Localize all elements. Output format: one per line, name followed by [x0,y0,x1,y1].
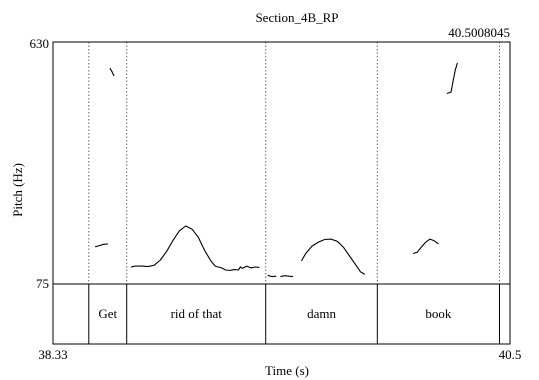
pitch-contour-4 [280,275,294,278]
chart-title: Section_4B_RP [255,10,338,25]
pitch-contour-0 [94,243,108,248]
interval-label-3[interactable]: damn [307,306,336,321]
x-cursor-label: 40.5008045 [448,25,510,40]
plot-frame [52,41,511,285]
interval-label-4[interactable]: book [425,306,452,321]
pitch-contour-3 [267,274,277,278]
x-end-label: 40.5 [499,347,522,362]
pitch-contour-1 [109,67,115,77]
pitch-contour-2 [130,225,260,272]
interval-label-2[interactable]: rid of that [171,306,223,321]
pitch-contour-6 [412,238,439,255]
pitch-contour-7 [446,62,458,95]
pitch-contour-5 [301,238,365,275]
y-bottom-label: 75 [36,276,49,291]
y-axis-label: Pitch (Hz) [10,163,25,217]
interval-label-1[interactable]: Get [98,306,117,321]
textgrid-tier[interactable] [52,283,511,345]
x-axis-label: Time (s) [265,363,309,378]
x-start-label: 38.33 [38,347,67,362]
y-top-label: 630 [30,36,50,51]
